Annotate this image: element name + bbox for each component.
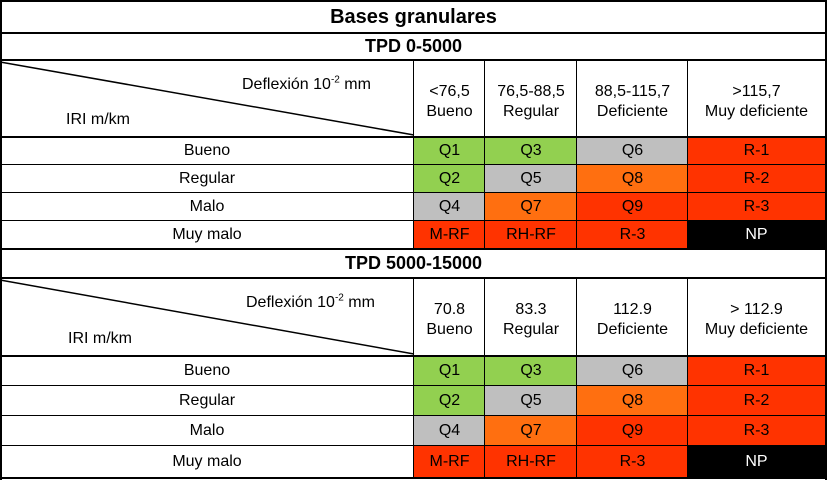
- section-1-heading: TPD 0-5000: [364, 36, 463, 57]
- deflection-label: Deflexión 10-2 mm: [246, 292, 375, 311]
- condition-label: Regular: [502, 102, 560, 120]
- condition-label: Muy deficiente: [704, 321, 809, 338]
- rating-cell: Q7: [485, 193, 577, 221]
- rating-cell: Q3: [485, 356, 577, 386]
- rating-cell: R-2: [688, 165, 825, 193]
- rating-cell: Q6: [577, 356, 688, 386]
- iri-row-label: Muy malo: [172, 452, 242, 470]
- rating-cell: Q4: [414, 193, 485, 221]
- rating-cell: NP: [688, 221, 825, 249]
- rating-cell: R-1: [688, 137, 825, 165]
- rule: [576, 278, 577, 477]
- rating-cell: Q7: [485, 416, 577, 446]
- rating-cell: R-2: [688, 386, 825, 416]
- condition-label: Deficiente: [596, 102, 669, 120]
- iri-row-label: Regular: [178, 392, 236, 409]
- iri-row-label: Malo: [189, 422, 225, 439]
- column-header: 88,5-115,7 Deficiente: [577, 68, 688, 135]
- rule: [825, 0, 827, 480]
- rating-cell: M-RF: [414, 446, 485, 477]
- rating-cell: Q5: [485, 386, 577, 416]
- rating-cell: Q2: [414, 165, 485, 193]
- deflection-label: Deflexión 10-2 mm: [242, 74, 371, 93]
- rating-cell: Q8: [577, 165, 688, 193]
- rating-cell: Q3: [485, 137, 577, 165]
- column-header: 112.9 Deficiente: [577, 286, 688, 354]
- rating-cell: Q2: [414, 386, 485, 416]
- rule: [0, 248, 827, 250]
- iri-row-label: Malo: [189, 198, 225, 215]
- condition-label: Bueno: [426, 102, 473, 120]
- rating-cell: Q9: [577, 416, 688, 446]
- rule: [576, 60, 577, 249]
- rating-cell: Q8: [577, 386, 688, 416]
- rating-cell: Q4: [414, 416, 485, 446]
- rule: [0, 32, 827, 34]
- iri-label: IRI m/km: [66, 111, 130, 128]
- rule: [687, 60, 688, 249]
- section-2-heading: TPD 5000-15000: [344, 253, 483, 274]
- rating-cell: R-1: [688, 356, 825, 386]
- rule: [0, 0, 827, 2]
- column-header: > 112.9 Muy deficiente: [688, 286, 825, 354]
- deflection-range: >115,7: [732, 82, 781, 100]
- rule: [413, 278, 414, 477]
- rating-cell: NP: [688, 446, 825, 477]
- deflection-range: 70.8: [433, 301, 466, 318]
- deflection-range: 112.9: [613, 301, 652, 318]
- rating-cell: RH-RF: [485, 221, 577, 249]
- condition-label: Regular: [502, 321, 560, 338]
- deflection-range: 88,5-115,7: [594, 82, 671, 100]
- condition-label: Bueno: [426, 321, 473, 338]
- rating-cell: RH-RF: [485, 446, 577, 477]
- condition-label: Muy deficiente: [704, 102, 809, 120]
- rating-cell: R-3: [688, 416, 825, 446]
- rule: [0, 0, 2, 480]
- rating-cell: Q9: [577, 193, 688, 221]
- rule: [0, 477, 827, 479]
- iri-row-label: Bueno: [183, 362, 231, 379]
- column-header: 70.8 Bueno: [414, 286, 485, 354]
- iri-row-label: Bueno: [183, 142, 231, 159]
- rating-cell: Q5: [485, 165, 577, 193]
- column-header: 83.3 Regular: [485, 286, 577, 354]
- column-header: >115,7 Muy deficiente: [688, 68, 825, 135]
- rating-cell: Q6: [577, 137, 688, 165]
- deflection-range: 83.3: [515, 301, 547, 318]
- rule: [484, 278, 485, 477]
- rating-cell: R-3: [577, 221, 688, 249]
- deflection-range: <76,5: [429, 82, 470, 100]
- deflection-range: > 112.9: [730, 301, 783, 318]
- rating-cell: R-3: [688, 193, 825, 221]
- rating-cell: Q1: [414, 356, 485, 386]
- column-header: <76,5 Bueno: [414, 68, 485, 135]
- rule: [484, 60, 485, 249]
- column-header: 76,5-88,5 Regular: [485, 68, 577, 135]
- iri-label: IRI m/km: [68, 330, 132, 347]
- iri-row-label: Regular: [178, 170, 236, 187]
- rating-cell: M-RF: [414, 221, 485, 249]
- rule: [687, 278, 688, 477]
- rule: [413, 60, 414, 249]
- rating-cell: R-3: [577, 446, 688, 477]
- iri-row-label: Muy malo: [172, 226, 242, 243]
- condition-label: Deficiente: [596, 321, 669, 338]
- table-title: Bases granulares: [330, 5, 497, 28]
- deflection-range: 76,5-88,5: [497, 82, 565, 100]
- rating-cell: Q1: [414, 137, 485, 165]
